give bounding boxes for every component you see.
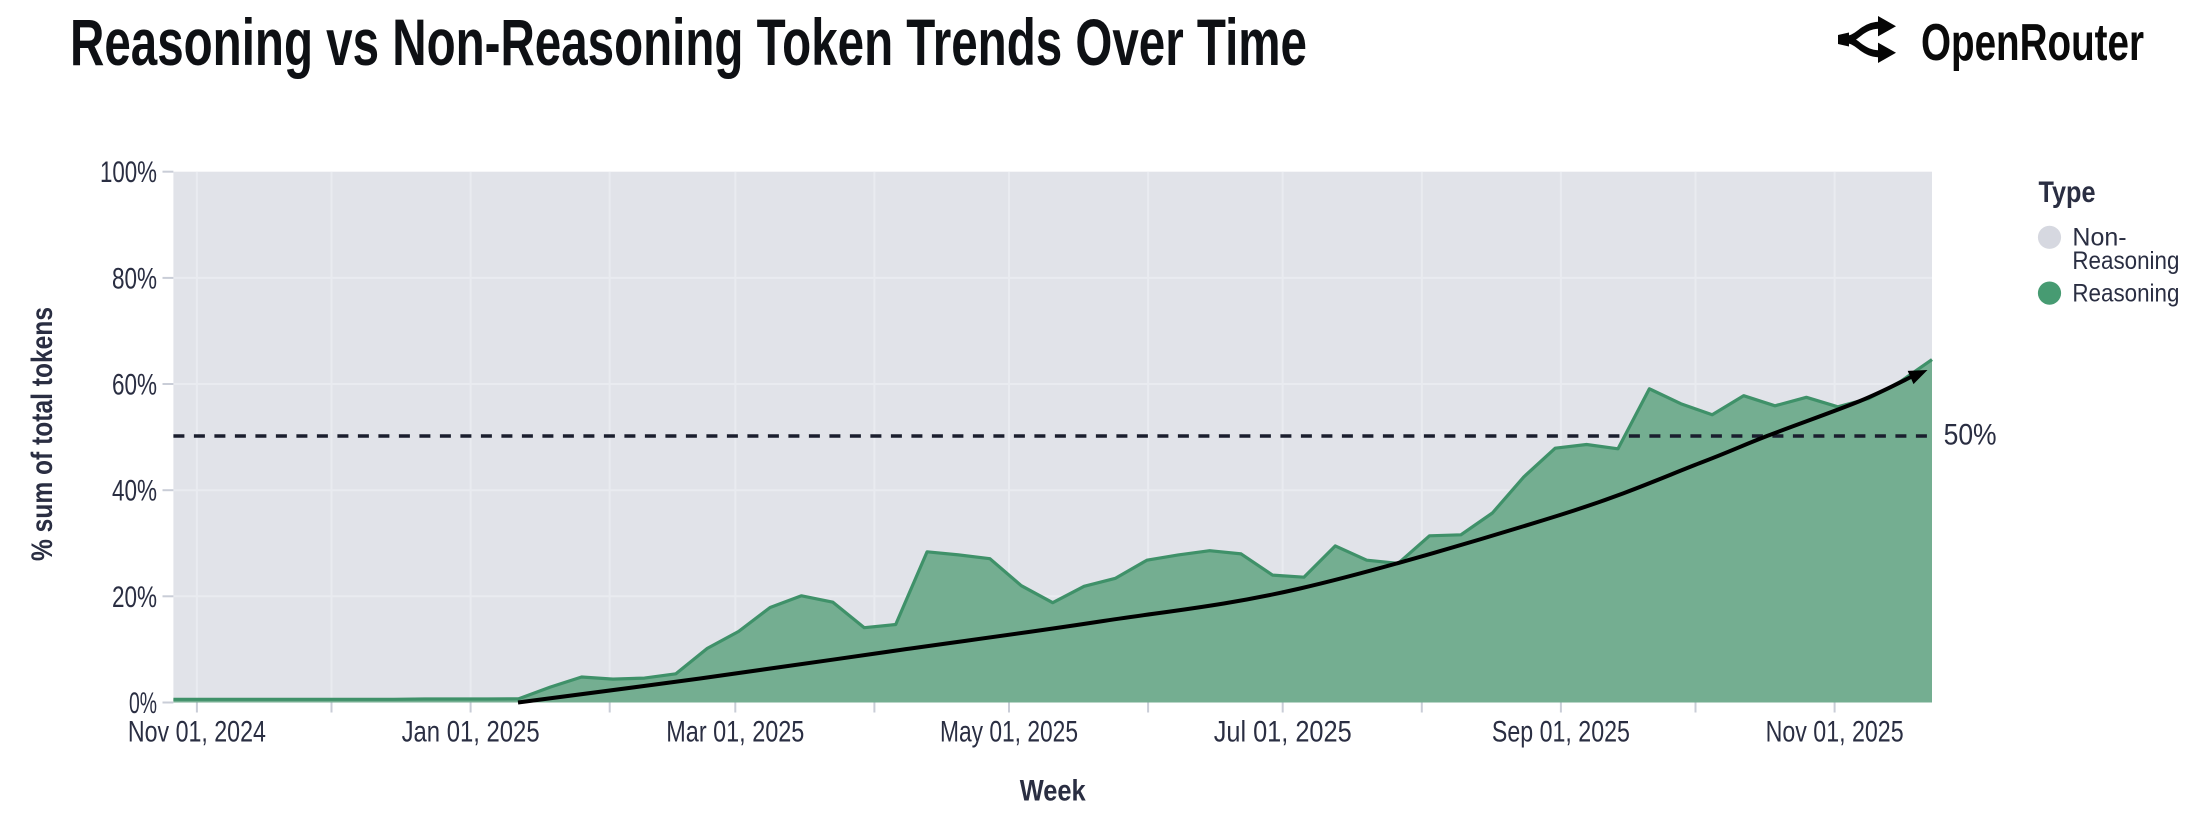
svg-text:Reasoning: Reasoning bbox=[2072, 247, 2179, 275]
svg-text:Type: Type bbox=[2039, 176, 2096, 209]
svg-text:OpenRouter: OpenRouter bbox=[1921, 14, 2144, 72]
svg-text:Sep 01, 2025: Sep 01, 2025 bbox=[1492, 715, 1630, 748]
svg-text:80%: 80% bbox=[112, 262, 157, 295]
svg-text:100%: 100% bbox=[100, 156, 157, 189]
svg-text:60%: 60% bbox=[112, 369, 157, 402]
svg-text:0%: 0% bbox=[129, 687, 157, 720]
svg-text:Reasoning vs Non-Reasoning Tok: Reasoning vs Non-Reasoning Token Trends … bbox=[70, 5, 1307, 79]
svg-text:Week: Week bbox=[1020, 774, 1086, 807]
svg-text:Nov 01, 2025: Nov 01, 2025 bbox=[1766, 715, 1904, 748]
svg-text:Jul 01, 2025: Jul 01, 2025 bbox=[1214, 715, 1352, 748]
svg-text:% sum of total tokens: % sum of total tokens bbox=[26, 307, 59, 561]
svg-text:20%: 20% bbox=[112, 581, 157, 614]
svg-text:50%: 50% bbox=[1944, 419, 1997, 452]
svg-text:Nov 01, 2024: Nov 01, 2024 bbox=[128, 715, 266, 748]
svg-text:Reasoning: Reasoning bbox=[2072, 280, 2179, 308]
svg-text:May 01, 2025: May 01, 2025 bbox=[940, 715, 1078, 748]
svg-text:Non-: Non- bbox=[2072, 224, 2126, 252]
svg-text:40%: 40% bbox=[112, 475, 157, 508]
svg-text:Mar 01, 2025: Mar 01, 2025 bbox=[666, 715, 804, 748]
svg-text:Jan 01, 2025: Jan 01, 2025 bbox=[402, 715, 540, 748]
